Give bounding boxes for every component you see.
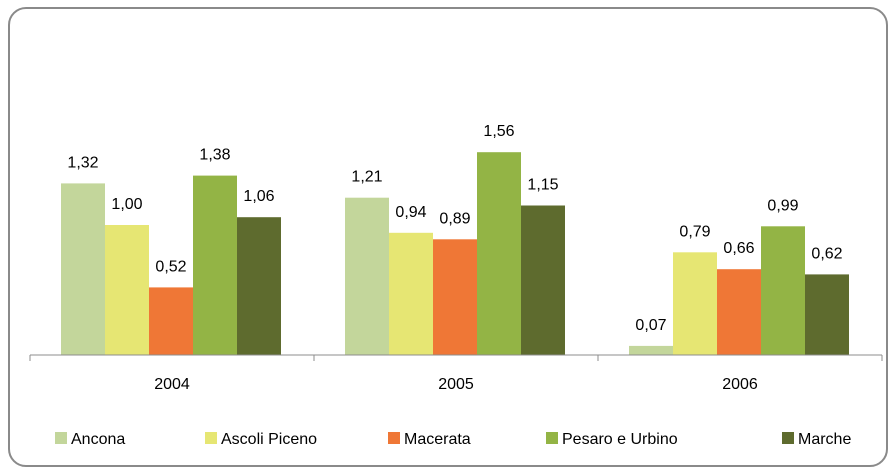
legend-swatch-ancona <box>55 432 67 444</box>
bar-2005-macerata <box>433 239 477 355</box>
x-tick-label-2005: 2005 <box>438 376 474 393</box>
legend-label-ancona: Ancona <box>71 431 125 448</box>
value-label-2006-ancona: 0,07 <box>635 317 666 334</box>
value-label-2004-ancona: 1,32 <box>67 154 98 171</box>
bar-2004-macerata <box>149 287 193 355</box>
bar-chart: 1,32 1,00 0,52 1,38 1,06 1,21 0,94 0,89 1,56 1,15… <box>29 123 883 448</box>
x-tick-label-2006: 2006 <box>722 376 758 393</box>
value-label-2004-marche: 1,06 <box>243 188 274 205</box>
legend-label-pesaro-e-urbino: Pesaro e Urbino <box>562 431 678 448</box>
legend-label-macerata: Macerata <box>404 431 471 448</box>
legend-label-marche: Marche <box>798 431 851 448</box>
bar-2006-ancona <box>629 345 673 355</box>
bars-layer <box>61 152 849 355</box>
bar-2005-marche <box>521 205 565 355</box>
value-label-2004-macerata: 0,52 <box>155 258 186 275</box>
value-label-2006-pesaro-e-urbino: 0,99 <box>767 197 798 214</box>
value-label-2005-ancona: 1,21 <box>351 169 382 186</box>
value-label-2006-ascoli-piceno: 0,79 <box>679 223 710 240</box>
value-label-2005-ascoli-piceno: 0,94 <box>395 204 426 221</box>
bar-2006-ascoli-piceno <box>673 252 717 355</box>
value-label-2006-marche: 0,62 <box>811 245 842 262</box>
value-label-2006-macerata: 0,66 <box>723 240 754 257</box>
value-label-2005-macerata: 0,89 <box>439 210 470 227</box>
legend: Ancona Ascoli Piceno Macerata Pesaro e Urbi… <box>55 431 851 448</box>
x-axis: 2004 2005 2006 <box>29 354 883 393</box>
bar-2006-pesaro-e-urbino <box>761 226 805 355</box>
legend-swatch-ascoli-piceno <box>205 432 217 444</box>
value-label-2004-ascoli-piceno: 1,00 <box>111 196 142 213</box>
value-labels-layer: 1,32 1,00 0,52 1,38 1,06 1,21 0,94 0,89 1,56 1,15… <box>67 123 842 334</box>
value-label-2004-pesaro-e-urbino: 1,38 <box>199 147 230 164</box>
legend-label-ascoli-piceno: Ascoli Piceno <box>221 431 317 448</box>
bar-2006-marche <box>805 274 849 355</box>
x-tick-label-2004: 2004 <box>154 376 190 393</box>
bar-2004-marche <box>237 217 281 355</box>
value-label-2005-pesaro-e-urbino: 1,56 <box>483 123 514 140</box>
bar-2004-ancona <box>61 183 105 355</box>
value-label-2005-marche: 1,15 <box>527 177 558 194</box>
bar-2005-pesaro-e-urbino <box>477 152 521 355</box>
legend-swatch-pesaro-e-urbino <box>546 432 558 444</box>
bar-2004-ascoli-piceno <box>105 225 149 355</box>
bar-2004-pesaro-e-urbino <box>193 175 237 355</box>
bar-2005-ascoli-piceno <box>389 232 433 355</box>
bar-2006-macerata <box>717 269 761 355</box>
bar-2005-ancona <box>345 197 389 355</box>
legend-swatch-marche <box>782 432 794 444</box>
legend-swatch-macerata <box>388 432 400 444</box>
